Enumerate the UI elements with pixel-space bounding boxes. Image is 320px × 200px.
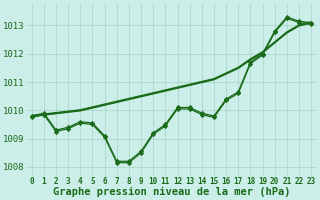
X-axis label: Graphe pression niveau de la mer (hPa): Graphe pression niveau de la mer (hPa) xyxy=(53,187,290,197)
